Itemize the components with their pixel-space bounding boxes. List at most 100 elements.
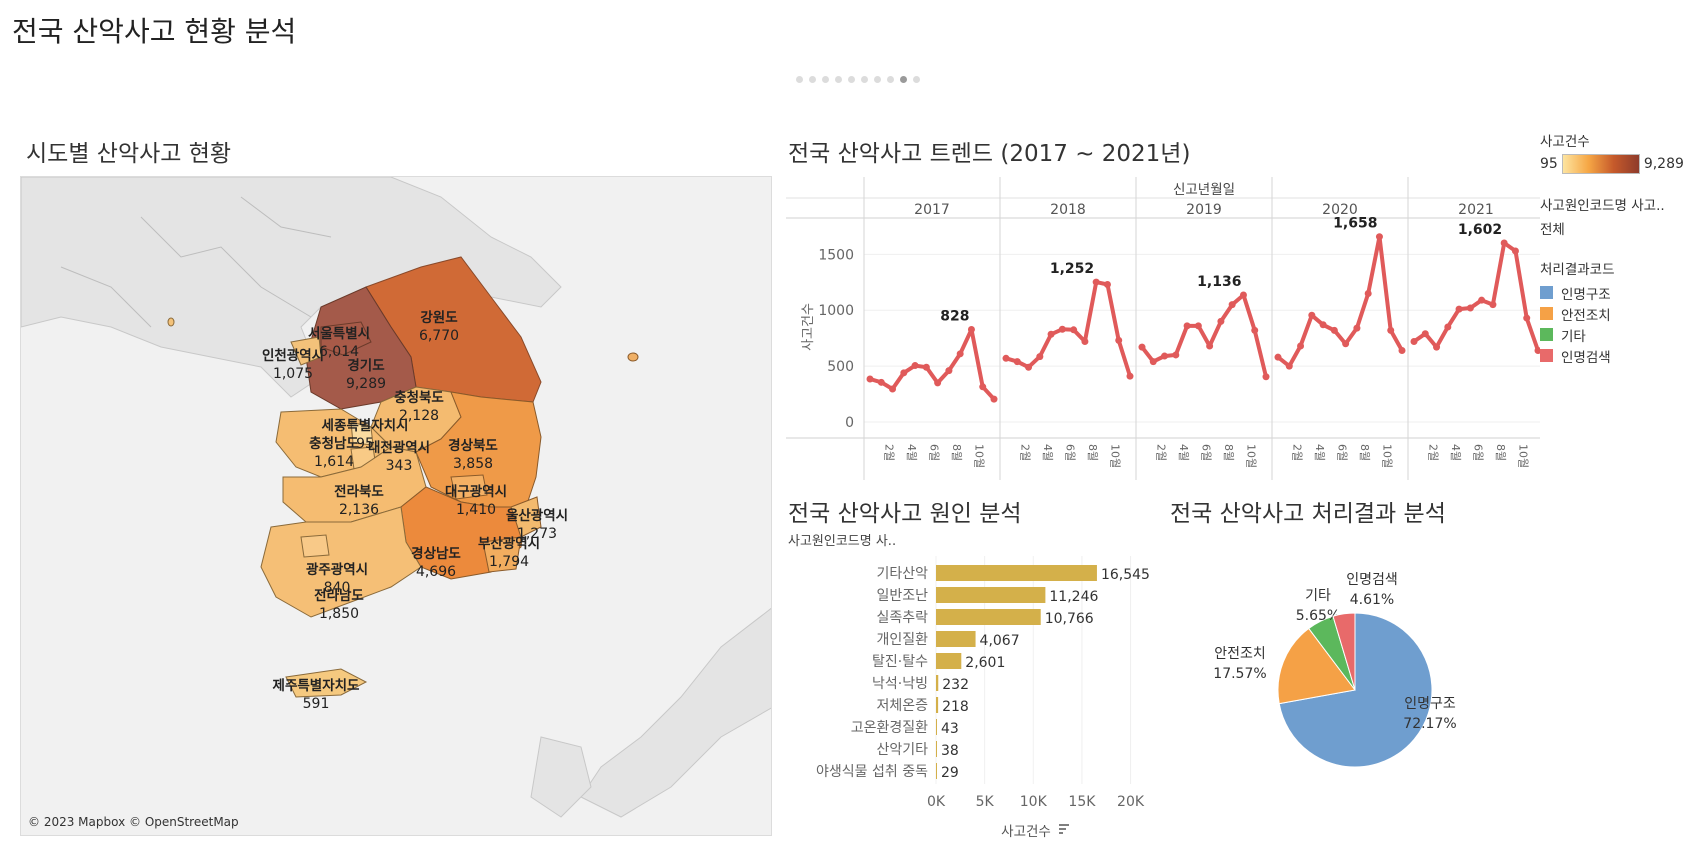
trend-line[interactable] — [1412, 241, 1540, 352]
trend-point[interactable] — [1194, 322, 1202, 330]
cause-bar[interactable] — [936, 609, 1041, 625]
trend-point[interactable] — [956, 350, 964, 358]
trend-point[interactable] — [877, 378, 885, 386]
trend-point[interactable] — [1375, 233, 1383, 241]
trend-point[interactable] — [1489, 301, 1497, 309]
pager-dot[interactable] — [796, 76, 803, 83]
pager-dot[interactable] — [809, 76, 816, 83]
trend-point[interactable] — [1092, 278, 1100, 286]
trend-point[interactable] — [1239, 291, 1247, 299]
cause-bar[interactable] — [936, 675, 939, 691]
trend-point[interactable] — [1115, 336, 1123, 344]
trend-point[interactable] — [1025, 363, 1033, 371]
trend-point[interactable] — [1138, 343, 1146, 351]
map-region-label[interactable]: 서울특별시 6,014 — [308, 325, 370, 361]
map-region-label[interactable]: 울산광역시 1,273 — [506, 507, 568, 543]
trend-point[interactable] — [934, 379, 942, 387]
dashboard-pager[interactable] — [796, 76, 920, 83]
map-region-label[interactable]: 부산광역시 1,794 — [478, 535, 540, 571]
cause-bar[interactable] — [936, 763, 937, 779]
trend-line[interactable] — [1140, 293, 1268, 378]
trend-point[interactable] — [1002, 354, 1010, 362]
trend-point[interactable] — [1387, 326, 1395, 334]
trend-point[interactable] — [1511, 247, 1519, 255]
trend-line[interactable] — [1276, 234, 1404, 369]
legend-item[interactable]: 안전조치 — [1540, 303, 1706, 324]
map-region-label[interactable]: 충청북도 2,128 — [394, 389, 444, 425]
legend-item[interactable]: 인명구조 — [1540, 282, 1706, 303]
trend-point[interactable] — [1058, 325, 1066, 333]
cause-bar[interactable] — [936, 741, 937, 757]
pager-dot[interactable] — [900, 76, 907, 83]
trend-point[interactable] — [911, 362, 919, 370]
cause-bar[interactable] — [936, 653, 962, 669]
map-region-label[interactable]: 경기도 9,289 — [346, 357, 386, 393]
result-pie-chart[interactable]: 인명구조 72.17% 안전조치 17.57% 기타 5.65% 인명검색 4.61% — [1160, 540, 1540, 840]
trend-line[interactable] — [1005, 280, 1132, 377]
trend-point[interactable] — [990, 395, 998, 403]
pie-slice[interactable] — [1332, 612, 1356, 691]
trend-point[interactable] — [1183, 322, 1191, 330]
trend-point[interactable] — [1353, 324, 1361, 332]
pager-dot[interactable] — [822, 76, 829, 83]
map-region-label[interactable]: 경상북도 3,858 — [448, 437, 498, 473]
trend-point[interactable] — [1081, 338, 1089, 346]
trend-point[interactable] — [1330, 326, 1338, 334]
trend-point[interactable] — [1013, 358, 1021, 366]
trend-point[interactable] — [1103, 281, 1111, 289]
pager-dot[interactable] — [861, 76, 868, 83]
map-region-label[interactable]: 세종특별자치시 95 — [322, 417, 409, 453]
trend-point[interactable] — [1047, 330, 1055, 338]
trend-point[interactable] — [1421, 330, 1429, 338]
trend-point[interactable] — [1466, 304, 1474, 312]
pager-dot[interactable] — [887, 76, 894, 83]
trend-point[interactable] — [1398, 346, 1406, 354]
trend-point[interactable] — [1149, 358, 1157, 366]
trend-point[interactable] — [979, 383, 987, 391]
trend-line[interactable] — [869, 327, 996, 401]
map-region-label[interactable]: 충청남도 1,614 — [309, 435, 359, 471]
trend-point[interactable] — [1297, 342, 1305, 350]
trend-point[interactable] — [945, 367, 953, 375]
pager-dot[interactable] — [874, 76, 881, 83]
trend-point[interactable] — [889, 385, 897, 393]
trend-point[interactable] — [866, 375, 874, 383]
region-map[interactable]: 서울특별시 6,014 인천광역시 1,075 경기도 9,289 강원도 6,770 충청북도… — [20, 176, 772, 836]
trend-point[interactable] — [1161, 352, 1169, 360]
map-region-label[interactable]: 대전광역시 343 — [368, 439, 430, 475]
pager-dot[interactable] — [848, 76, 855, 83]
trend-point[interactable] — [1433, 343, 1441, 351]
trend-point[interactable] — [1478, 296, 1486, 304]
trend-point[interactable] — [1308, 311, 1316, 319]
trend-point[interactable] — [1500, 239, 1508, 247]
trend-point[interactable] — [1036, 353, 1044, 361]
trend-point[interactable] — [1444, 323, 1452, 331]
map-region-label[interactable]: 인천광역시 1,075 — [262, 347, 324, 383]
pager-dot[interactable] — [835, 76, 842, 83]
trend-point[interactable] — [1534, 346, 1541, 354]
cause-bar[interactable] — [936, 697, 939, 713]
cause-bar[interactable] — [936, 587, 1046, 603]
trend-point[interactable] — [922, 363, 930, 371]
map-region-label[interactable]: 전라남도 1,850 — [314, 587, 364, 623]
cause-bar[interactable] — [936, 719, 937, 735]
legend-item[interactable]: 인명검색 — [1540, 345, 1706, 366]
trend-point[interactable] — [1410, 338, 1418, 346]
trend-point[interactable] — [1285, 362, 1293, 370]
trend-point[interactable] — [1070, 326, 1078, 334]
map-region-label[interactable]: 광주광역시 840 — [306, 561, 368, 597]
trend-point[interactable] — [1342, 340, 1350, 348]
pager-dot[interactable] — [913, 76, 920, 83]
pie-slice[interactable] — [1277, 627, 1356, 705]
cause-chart[interactable]: 사고원인코드명 사.. 0K 5K 10K 15K 20K 기타산악 16,545 일반조난 11… — [778, 528, 1158, 840]
legend-item[interactable]: 기타 — [1540, 324, 1706, 345]
trend-point[interactable] — [1217, 317, 1225, 325]
trend-point[interactable] — [1126, 372, 1134, 380]
sort-icon[interactable] — [1059, 824, 1069, 834]
trend-point[interactable] — [967, 325, 975, 333]
trend-point[interactable] — [1364, 289, 1372, 297]
trend-point[interactable] — [1206, 342, 1214, 350]
trend-point[interactable] — [900, 369, 908, 377]
trend-point[interactable] — [1455, 305, 1463, 313]
